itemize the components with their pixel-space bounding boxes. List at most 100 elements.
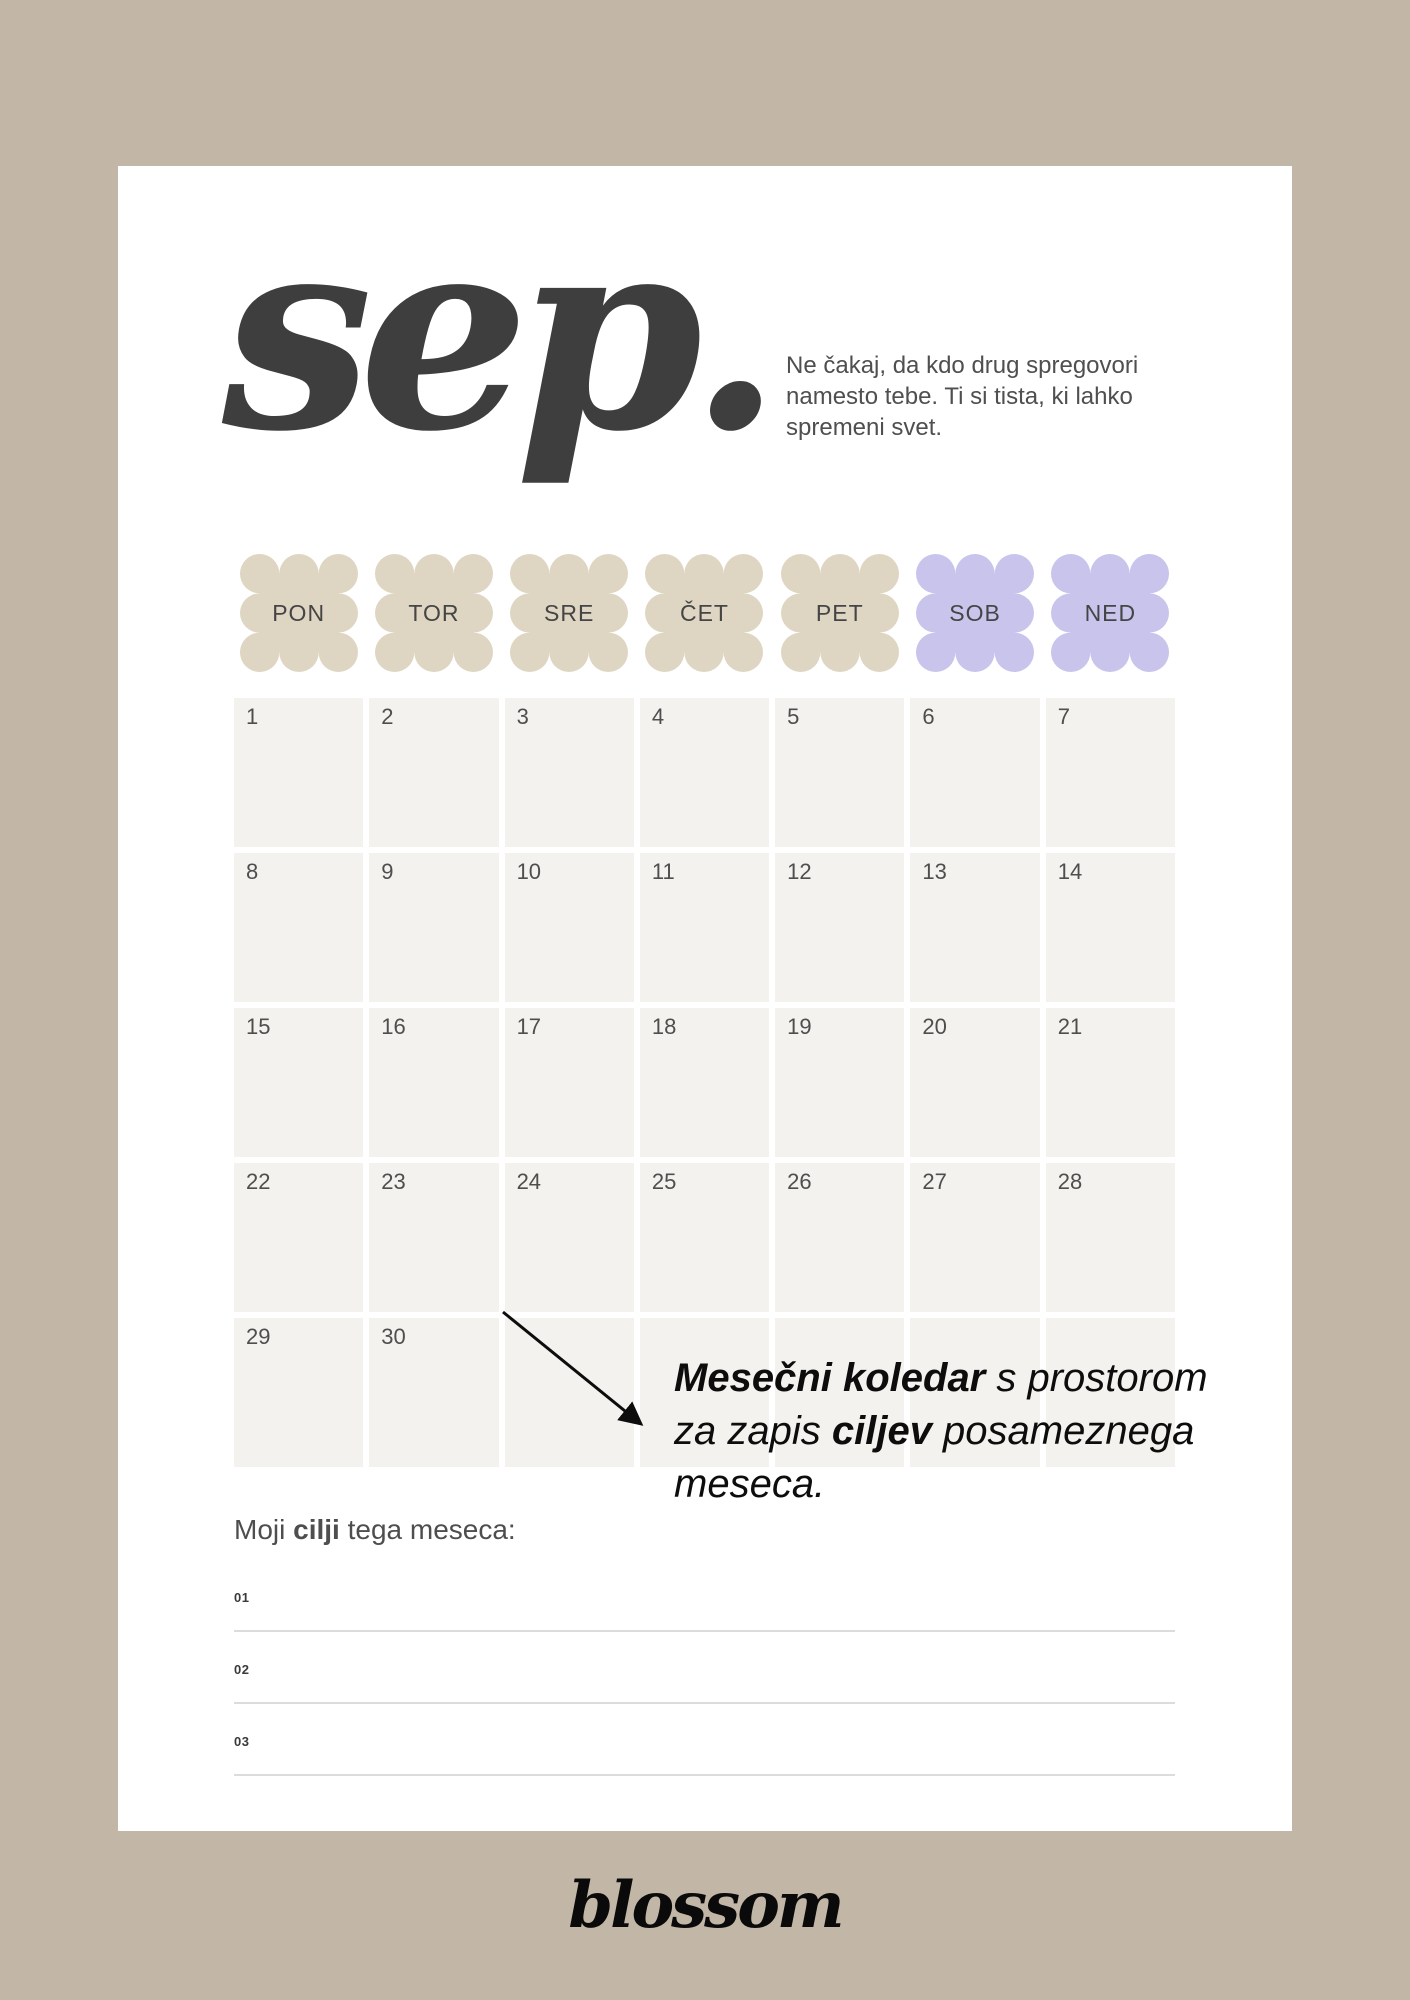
date-number: 14 (1057, 859, 1083, 884)
day-label: PET (815, 599, 864, 626)
goals-heading-pre: Moji (234, 1514, 294, 1545)
date-cell-29: 29 (234, 1318, 364, 1467)
month-quote: Ne čakaj, da kdo drug spregovori namesto … (786, 350, 1138, 443)
date-cell-9: 9 (369, 853, 499, 1002)
annotation-rest-1: s prostorom (985, 1356, 1208, 1400)
date-number: 16 (381, 1014, 406, 1039)
annotation-post-2: posameznega (931, 1409, 1195, 1453)
date-cell-4: 4 (639, 698, 770, 847)
date-cell-15: 15 (234, 1008, 364, 1157)
date-number: 19 (787, 1014, 812, 1039)
date-number: 2 (381, 704, 394, 729)
day-header-sre: SRE (505, 553, 634, 673)
date-cell-10: 10 (504, 853, 634, 1002)
date-number: 23 (381, 1169, 406, 1194)
date-cell-17: 17 (504, 1008, 634, 1157)
day-label: TOR (408, 599, 460, 626)
date-number: 11 (651, 859, 675, 884)
annotation-text: Mesečni koledar s prostorom za zapis cil… (674, 1352, 1208, 1511)
date-grid: 1 2 3 4 5 6 7 8 9 10 11 12 13 14 15 16 17 18 19 20 21 22 23 24 2… (234, 698, 1175, 1467)
date-number: 1 (246, 704, 259, 729)
day-header-sob: SOB (910, 553, 1039, 673)
date-cell-empty (639, 1318, 770, 1467)
date-number: 28 (1057, 1169, 1083, 1194)
day-label: ČET (679, 599, 729, 626)
annotation-line-1: Mesečni koledar s prostorom (674, 1352, 1208, 1405)
date-cell-empty (504, 1318, 634, 1467)
day-header-čet: ČET (640, 553, 769, 673)
quote-line: namesto tebe. Ti si tista, ki lahko (786, 383, 1133, 410)
blossom-logo: blossom (568, 1868, 844, 1943)
annotation-rest-3: meseca. (674, 1462, 826, 1506)
scallop-shape-icon (916, 554, 1035, 672)
date-cell-26: 26 (775, 1163, 905, 1312)
goals-heading-bold: cilji (293, 1514, 340, 1545)
day-label: SRE (544, 599, 595, 626)
date-cell-empty (1045, 1318, 1175, 1467)
date-cell-7: 7 (1045, 698, 1175, 847)
date-number: 29 (246, 1324, 271, 1349)
date-number: 18 (651, 1014, 677, 1039)
quote-line: Ne čakaj, da kdo drug spregovori (786, 352, 1139, 379)
annotation-line-2: za zapis ciljev posameznega (674, 1405, 1208, 1458)
date-number: 13 (922, 859, 947, 884)
scallop-shape-icon (1051, 554, 1170, 672)
date-number: 22 (246, 1169, 271, 1194)
goals-heading-post: tega meseca: (339, 1514, 516, 1545)
date-cell-24: 24 (504, 1163, 634, 1312)
date-cell-1: 1 (234, 698, 364, 847)
date-number: 4 (651, 704, 665, 729)
goal-number: 02 (234, 1662, 250, 1677)
date-cell-19: 19 (775, 1008, 905, 1157)
planner-card: sep. Ne čakaj, da kdo drug spregovori nam… (118, 166, 1292, 1831)
day-header-ned: NED (1046, 553, 1175, 673)
date-number: 15 (246, 1014, 271, 1039)
date-cell-empty (775, 1318, 905, 1467)
day-header-tor: TOR (369, 553, 498, 673)
date-number: 3 (516, 704, 529, 729)
goal-line-02: 02 (234, 1662, 1175, 1704)
date-number: 21 (1057, 1014, 1083, 1039)
date-cell-21: 21 (1045, 1008, 1175, 1157)
date-cell-3: 3 (504, 698, 634, 847)
day-header-row: PON TOR SRE ČET PET SOB NED (234, 553, 1175, 673)
quote-line: spremeni svet. (786, 414, 943, 441)
month-title: sep. (222, 176, 782, 491)
day-label: NED (1084, 599, 1137, 626)
annotation-bold-1: Mesečni koledar (674, 1356, 986, 1400)
day-label: PON (272, 599, 326, 626)
date-number: 26 (787, 1169, 812, 1194)
date-number: 9 (381, 859, 394, 884)
date-cell-empty (910, 1318, 1040, 1467)
date-cell-18: 18 (639, 1008, 770, 1157)
scallop-shape-icon (780, 554, 899, 672)
date-number: 17 (516, 1014, 542, 1039)
goal-number: 01 (234, 1590, 250, 1605)
goal-line-01: 01 (234, 1590, 1175, 1632)
date-cell-8: 8 (234, 853, 364, 1002)
date-cell-2: 2 (369, 698, 499, 847)
date-number: 25 (651, 1169, 677, 1194)
date-cell-22: 22 (234, 1163, 364, 1312)
date-number: 6 (922, 704, 935, 729)
day-label: SOB (949, 599, 1001, 626)
goals-list: 01 02 03 (234, 1590, 1175, 1806)
date-number: 8 (246, 859, 259, 884)
date-cell-13: 13 (910, 853, 1040, 1002)
scallop-shape-icon (239, 554, 358, 672)
date-number: 27 (922, 1169, 947, 1194)
date-cell-5: 5 (775, 698, 905, 847)
date-number: 10 (516, 859, 542, 884)
date-cell-11: 11 (639, 853, 770, 1002)
scallop-shape-icon (645, 554, 764, 672)
goal-line-03: 03 (234, 1734, 1175, 1776)
date-cell-25: 25 (639, 1163, 770, 1312)
date-number: 20 (922, 1014, 947, 1039)
date-cell-30: 30 (369, 1318, 499, 1467)
date-cell-16: 16 (369, 1008, 499, 1157)
date-number: 7 (1057, 704, 1070, 729)
date-number: 30 (381, 1324, 406, 1349)
date-cell-14: 14 (1045, 853, 1175, 1002)
scallop-shape-icon (510, 554, 629, 672)
